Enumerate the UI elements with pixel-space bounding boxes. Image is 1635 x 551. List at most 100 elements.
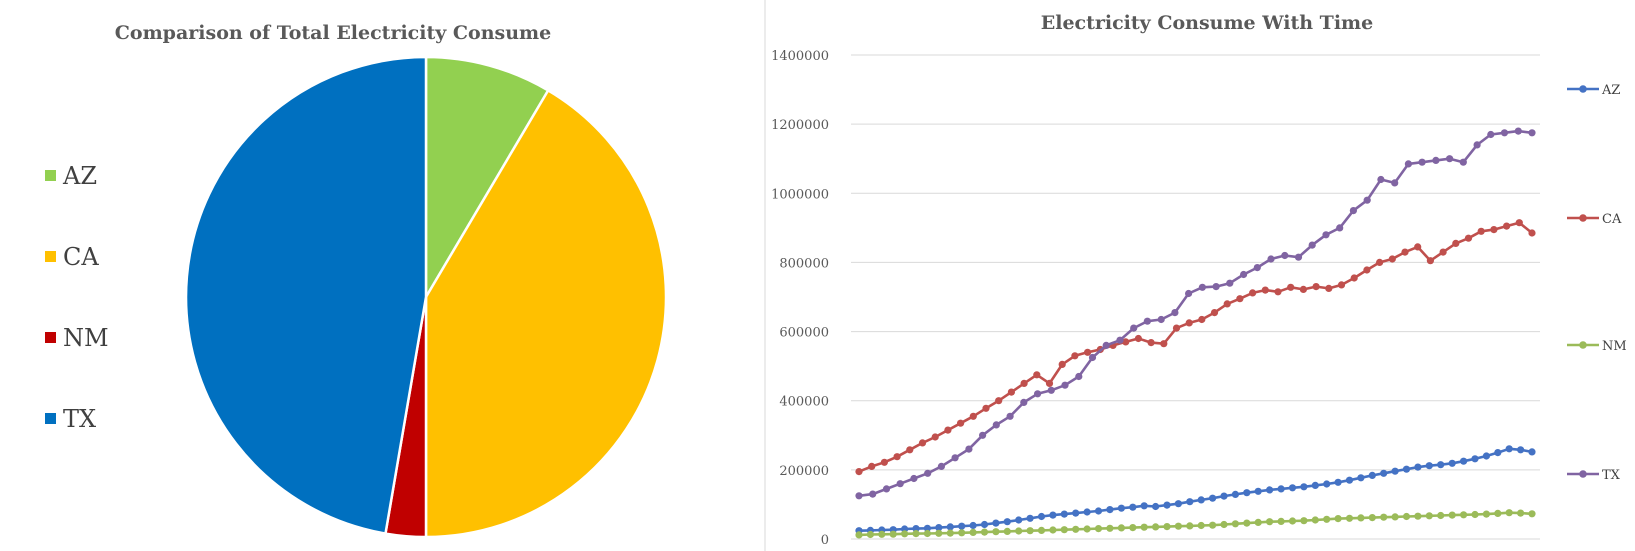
point-az-36: [1266, 486, 1274, 494]
point-tx-21: [1143, 317, 1151, 325]
point-tx-40: [1404, 160, 1412, 168]
point-az-23: [1117, 504, 1125, 512]
pie-legend: AZ CA NM TX: [45, 162, 109, 433]
legend-label-az: AZ: [1601, 83, 1620, 98]
point-nm-22: [1106, 524, 1114, 532]
point-az-29: [1186, 498, 1194, 506]
y-tick-label-1200000: 1200000: [771, 118, 829, 133]
point-nm-30: [1197, 521, 1205, 530]
y-tick-label-1400000: 1400000: [771, 49, 829, 64]
point-nm-21: [1094, 525, 1103, 533]
point-tx-15: [1061, 381, 1069, 389]
point-ca-16: [1058, 360, 1066, 368]
point-ca-34: [1287, 283, 1295, 291]
point-tx-43: [1446, 155, 1454, 163]
point-tx-45: [1473, 141, 1481, 149]
point-az-6: [923, 524, 932, 532]
point-az-27: [1163, 501, 1171, 509]
point-nm-0: [855, 531, 863, 539]
legend-marker-ca: [1579, 214, 1587, 222]
point-az-12: [992, 519, 1000, 527]
point-ca-2: [880, 458, 889, 466]
point-az-46: [1380, 469, 1388, 477]
legend-label-ca: CA: [1602, 212, 1622, 227]
point-az-11: [980, 520, 989, 529]
point-az-28: [1174, 500, 1182, 508]
point-nm-58: [1517, 509, 1525, 517]
point-az-30: [1197, 496, 1205, 504]
point-ca-52: [1515, 219, 1523, 227]
point-tx-6: [937, 462, 946, 470]
point-nm-6: [923, 529, 932, 538]
point-ca-29: [1223, 300, 1231, 308]
point-nm-26: [1152, 523, 1160, 531]
point-ca-12: [1007, 388, 1016, 396]
point-ca-49: [1477, 227, 1485, 235]
point-tx-1: [869, 490, 877, 498]
point-nm-52: [1448, 511, 1456, 519]
point-tx-39: [1391, 179, 1399, 187]
point-tx-26: [1212, 283, 1220, 291]
point-tx-37: [1363, 196, 1371, 204]
point-nm-55: [1482, 510, 1490, 518]
point-nm-5: [912, 530, 920, 538]
point-ca-28: [1210, 309, 1219, 317]
point-nm-20: [1083, 525, 1091, 533]
point-nm-38: [1288, 517, 1297, 525]
point-ca-6: [931, 433, 939, 441]
point-tx-28: [1240, 270, 1248, 279]
series-nm: [855, 509, 1536, 539]
point-az-54: [1471, 455, 1479, 463]
series-ca: [855, 219, 1536, 476]
point-tx-14: [1047, 386, 1055, 394]
point-tx-31: [1281, 251, 1289, 260]
point-ca-48: [1464, 234, 1473, 242]
point-az-40: [1311, 481, 1319, 489]
point-az-15: [1026, 514, 1034, 522]
pie-legend-swatch-az: [45, 170, 56, 181]
line-chart-legend: AZ CA NM TX: [1567, 83, 1627, 483]
point-nm-56: [1494, 509, 1502, 517]
point-ca-1: [868, 462, 876, 470]
point-nm-28: [1174, 522, 1182, 530]
point-tx-38: [1377, 175, 1385, 184]
point-az-56: [1494, 449, 1502, 457]
point-ca-18: [1084, 348, 1092, 356]
point-tx-34: [1322, 231, 1330, 239]
point-nm-48: [1402, 512, 1411, 521]
point-nm-10: [969, 528, 977, 537]
point-ca-31: [1249, 289, 1257, 297]
point-nm-44: [1357, 514, 1365, 522]
point-ca-35: [1299, 285, 1307, 293]
point-nm-46: [1380, 513, 1388, 521]
pie-chart-title: Comparison of Total Electricity Consume: [115, 22, 551, 44]
point-tx-19: [1116, 336, 1124, 344]
point-ca-51: [1503, 222, 1511, 230]
point-az-10: [969, 521, 977, 530]
point-ca-37: [1325, 284, 1333, 292]
point-tx-32: [1294, 253, 1303, 261]
point-nm-53: [1460, 511, 1468, 519]
point-az-20: [1083, 508, 1091, 516]
pie-legend-swatch-tx: [45, 413, 56, 424]
line-chart-gridlines: [851, 54, 1540, 540]
point-nm-3: [889, 530, 897, 538]
point-ca-22: [1134, 334, 1142, 343]
point-nm-41: [1323, 515, 1331, 523]
y-tick-label-800000: 800000: [779, 256, 829, 271]
point-az-43: [1345, 476, 1354, 484]
pie-chart: Comparison of Total Electricity Consume …: [45, 22, 668, 539]
pie-legend-label-az: AZ: [62, 162, 97, 190]
point-nm-45: [1368, 514, 1376, 522]
point-tx-48: [1514, 127, 1522, 135]
pie-slice-tx: [184, 55, 428, 535]
point-tx-2: [882, 485, 891, 493]
y-tick-label-0: 0: [821, 533, 829, 548]
point-tx-46: [1487, 130, 1495, 139]
point-tx-24: [1185, 289, 1193, 298]
point-az-34: [1243, 489, 1251, 497]
line-chart-series: [855, 127, 1536, 539]
point-az-26: [1152, 502, 1160, 511]
series-az: [855, 445, 1536, 535]
point-nm-49: [1414, 512, 1422, 520]
